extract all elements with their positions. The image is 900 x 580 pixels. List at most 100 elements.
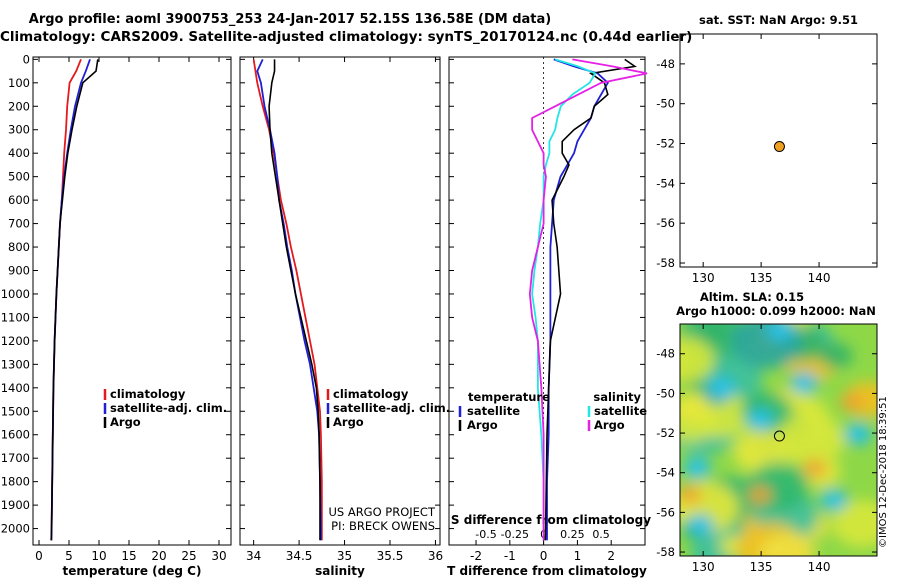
x-tick-label: 140 [808, 271, 831, 285]
y-tick-label: -54 [656, 466, 675, 480]
title-line-2: Climatology: CARS2009. Satellite-adjuste… [0, 29, 693, 45]
x-axis-label: temperature (deg C) [63, 564, 202, 578]
heatmap-blob [715, 383, 729, 393]
series-line-s-argo [528, 58, 648, 541]
x-tick-label: 35.5 [377, 549, 404, 563]
depth-tick-label: 0 [23, 52, 30, 66]
legend-title: salinity [593, 390, 641, 404]
map-title: Altim. SLA: 0.15 [700, 290, 804, 304]
x-tick-label: 130 [692, 271, 715, 285]
heatmap-blob [818, 342, 853, 369]
depth-tick-label: 400 [8, 146, 30, 160]
legend-label: satellite [467, 404, 520, 418]
s-diff-tick-label: -0.25 [501, 528, 529, 541]
depth-tick-label: 1400 [1, 381, 30, 395]
legend-label: climatology [333, 387, 409, 401]
x-tick-label: 130 [692, 560, 715, 574]
title-line-1: Argo profile: aoml 3900753_253 24-Jan-20… [28, 12, 552, 27]
heatmap-blob [827, 495, 841, 505]
x-tick-label: 1 [574, 549, 582, 563]
plot-frame-temperature [32, 56, 232, 546]
x-tick-label: 36 [428, 549, 443, 563]
heatmap-blob [851, 429, 865, 439]
depth-tick-label: 1700 [1, 451, 30, 465]
heatmap-blob [680, 392, 712, 421]
y-tick-label: -50 [656, 97, 675, 111]
series-line-argo [268, 59, 321, 541]
heatmap-blob [759, 532, 816, 556]
heatmap-blob [693, 520, 707, 530]
heatmap-blob [680, 337, 715, 383]
series-line-t-argo [544, 58, 637, 541]
depth-tick-label: 800 [8, 240, 30, 254]
series-line-s-satellite [531, 58, 597, 541]
legend-label: Argo [333, 415, 364, 429]
y-tick-label: -58 [656, 545, 675, 559]
annotation-line: US ARGO PROJECT [328, 505, 436, 519]
x-axis-label: T difference from climatology [447, 564, 647, 578]
x-tick-label: 135 [750, 271, 773, 285]
plot-frame-salinity [239, 56, 441, 546]
depth-tick-label: 300 [8, 123, 30, 137]
depth-tick-label: 100 [8, 76, 30, 90]
map-frame [679, 33, 878, 268]
argo-position-marker [773, 430, 785, 442]
imos-watermark: ©IMOS 12-Dec-2018 18:39:51 [878, 396, 889, 548]
legend-label: satellite-adj. clim. [333, 401, 450, 415]
x-tick-label: 15 [121, 549, 136, 563]
argo-position-marker [773, 141, 785, 153]
y-tick-label: -56 [656, 505, 675, 519]
panel-difference: -2 -1 0 1 2-0.5 -0.25 0 0.25 0.5S difference fro… [447, 56, 651, 578]
depth-tick-label: 1000 [1, 287, 30, 301]
map-title: Argo h1000: 0.099 h2000: NaN [676, 304, 876, 318]
annotation-line: PI: BRECK OWENS [331, 519, 435, 533]
x-tick-label: 140 [808, 560, 831, 574]
series-line-climatology [252, 59, 323, 541]
s-diff-tick-label: 0.5 [592, 528, 610, 541]
depth-tick-label: 1100 [1, 310, 30, 324]
heatmap-blob [840, 393, 864, 411]
legend-label: satellite-adj. clim. [110, 401, 227, 415]
depth-tick-label: 600 [8, 193, 30, 207]
heatmap-blob [797, 378, 811, 388]
y-tick-label: -58 [656, 256, 675, 270]
depth-tick-label: 1600 [1, 428, 30, 442]
y-tick-label: -48 [656, 57, 675, 71]
legend-label: satellite [594, 404, 647, 418]
depth-tick-label: 1300 [1, 357, 30, 371]
legend-label: climatology [110, 387, 186, 401]
heatmap-blobs [680, 324, 877, 556]
x-tick-label: 20 [151, 549, 166, 563]
legend-label: Argo [467, 418, 498, 432]
depth-tick-label: 2000 [1, 522, 30, 536]
panel-salinity: 34 34.5 35 35.5 36 salinity climatologysatelli… [239, 56, 450, 578]
x-tick-label: 5 [65, 549, 73, 563]
y-tick-label: -50 [656, 386, 675, 400]
y-tick-label: -54 [656, 176, 675, 190]
panel-sla_map: 130 135 140 -48 -50 -52 -54 -56 -58 Altim. SLA: 0… [656, 290, 878, 574]
map-frame [679, 323, 878, 557]
x-tick-label: 34.5 [286, 549, 313, 563]
heatmap-blob [748, 486, 772, 504]
heatmap-blob [803, 459, 827, 477]
heatmap-blob [680, 486, 702, 504]
heatmap-blob [773, 325, 787, 335]
depth-tick-label: 200 [8, 99, 30, 113]
depth-tick-label: 1500 [1, 404, 30, 418]
depth-tick-label: 1200 [1, 334, 30, 348]
legend-title: temperature [468, 390, 550, 404]
map-title: sat. SST: NaN Argo: 9.51 [699, 13, 858, 27]
heatmap-blob [753, 415, 767, 425]
x-tick-label: 35 [337, 549, 352, 563]
depth-tick-label: 1900 [1, 498, 30, 512]
x-tick-label: 10 [91, 549, 106, 563]
depth-tick-label: 900 [8, 264, 30, 278]
y-tick-label: -56 [656, 216, 675, 230]
depth-tick-label: 1800 [1, 475, 30, 489]
x-axis-label: salinity [315, 564, 365, 578]
s-diff-tick-label: -0.5 [475, 528, 496, 541]
x-tick-label: 34 [246, 549, 261, 563]
x-tick-label: 2 [607, 549, 615, 563]
x-tick-label: -2 [470, 549, 482, 563]
